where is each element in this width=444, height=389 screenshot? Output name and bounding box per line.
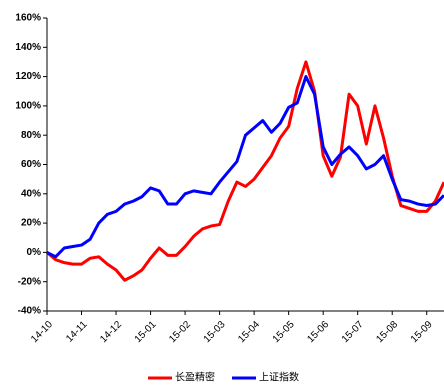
x-tick-label: 15-06 (305, 319, 331, 345)
y-tick-label: 20% (21, 218, 41, 229)
y-tick-label: 140% (15, 42, 41, 53)
y-tick-label: 120% (15, 71, 41, 82)
series-line (46, 60, 444, 282)
legend-label: 上证指数 (259, 371, 299, 384)
x-tick-label: 15-04 (236, 319, 262, 345)
y-tick-label: 100% (15, 101, 41, 112)
x-tick-label: 15-05 (271, 319, 297, 345)
x-tick-label: 15-02 (167, 319, 193, 345)
x-tick-label: 14-12 (98, 319, 124, 345)
y-tick-label: -40% (18, 306, 41, 317)
x-tick-label: 14-11 (64, 319, 90, 345)
x-tick-label: 15-01 (133, 319, 159, 345)
x-tick-label: 14-10 (29, 319, 55, 345)
x-tick-label: 15-09 (409, 319, 435, 345)
y-tick-label: -20% (18, 276, 41, 287)
x-tick-label: 15-03 (202, 319, 228, 345)
y-tick-label: 60% (21, 159, 41, 170)
series-line (46, 75, 444, 259)
legend-label: 长盈精密 (175, 371, 215, 384)
x-tick-label: 15-07 (340, 319, 366, 345)
y-tick-label: 0% (27, 247, 42, 258)
x-tick-label: 15-08 (374, 319, 400, 345)
y-tick-label: 80% (21, 130, 41, 141)
y-tick-label: 160% (15, 13, 41, 24)
y-tick-label: 40% (21, 188, 41, 199)
